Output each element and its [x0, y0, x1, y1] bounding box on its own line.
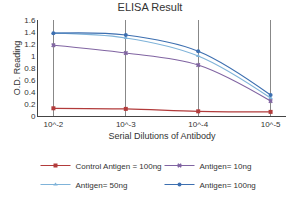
- svg-text:ELISA Result: ELISA Result: [118, 1, 183, 13]
- svg-text:1: 1: [31, 52, 36, 61]
- svg-text:10^-5: 10^-5: [261, 120, 281, 129]
- svg-text:10^-2: 10^-2: [44, 120, 64, 129]
- svg-text:0: 0: [31, 112, 36, 121]
- svg-text:1.6: 1.6: [24, 16, 36, 25]
- svg-text:O.D. Reading: O.D. Reading: [12, 41, 22, 96]
- svg-text:1.2: 1.2: [24, 40, 36, 49]
- svg-text:0.8: 0.8: [24, 64, 36, 73]
- svg-text:1.4: 1.4: [24, 28, 36, 37]
- svg-text:0.2: 0.2: [24, 100, 36, 109]
- svg-text:Antigen= 50ng: Antigen= 50ng: [76, 181, 128, 190]
- svg-text:10^-4: 10^-4: [188, 120, 208, 129]
- svg-text:10^-3: 10^-3: [116, 120, 136, 129]
- svg-text:Antigen= 10ng: Antigen= 10ng: [200, 162, 252, 171]
- svg-text:Control Antigen = 100ng: Control Antigen = 100ng: [76, 162, 162, 171]
- svg-text:Serial Dilutions of Antibody: Serial Dilutions of Antibody: [108, 131, 216, 141]
- svg-text:0.4: 0.4: [24, 88, 36, 97]
- svg-text:0.6: 0.6: [24, 76, 36, 85]
- svg-text:Antigen= 100ng: Antigen= 100ng: [200, 181, 256, 190]
